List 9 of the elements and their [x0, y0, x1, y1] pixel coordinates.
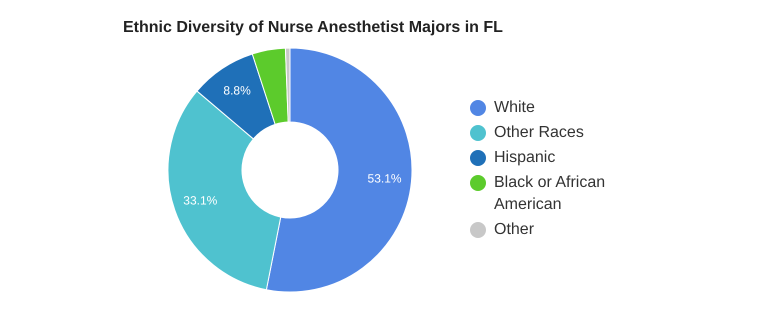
legend-label: Other — [494, 221, 535, 238]
chart-title: Ethnic Diversity of Nurse Anesthetist Majors in FL — [123, 19, 504, 36]
legend-label: Black or African American — [494, 174, 606, 214]
data-label: 53.1% — [368, 171, 402, 186]
legend-label: White — [494, 99, 535, 116]
legend-label: Hispanic — [494, 149, 556, 166]
data-label: 8.8% — [223, 83, 252, 98]
data-label: 33.1% — [183, 194, 218, 208]
legend-label: Other Races — [494, 124, 584, 142]
